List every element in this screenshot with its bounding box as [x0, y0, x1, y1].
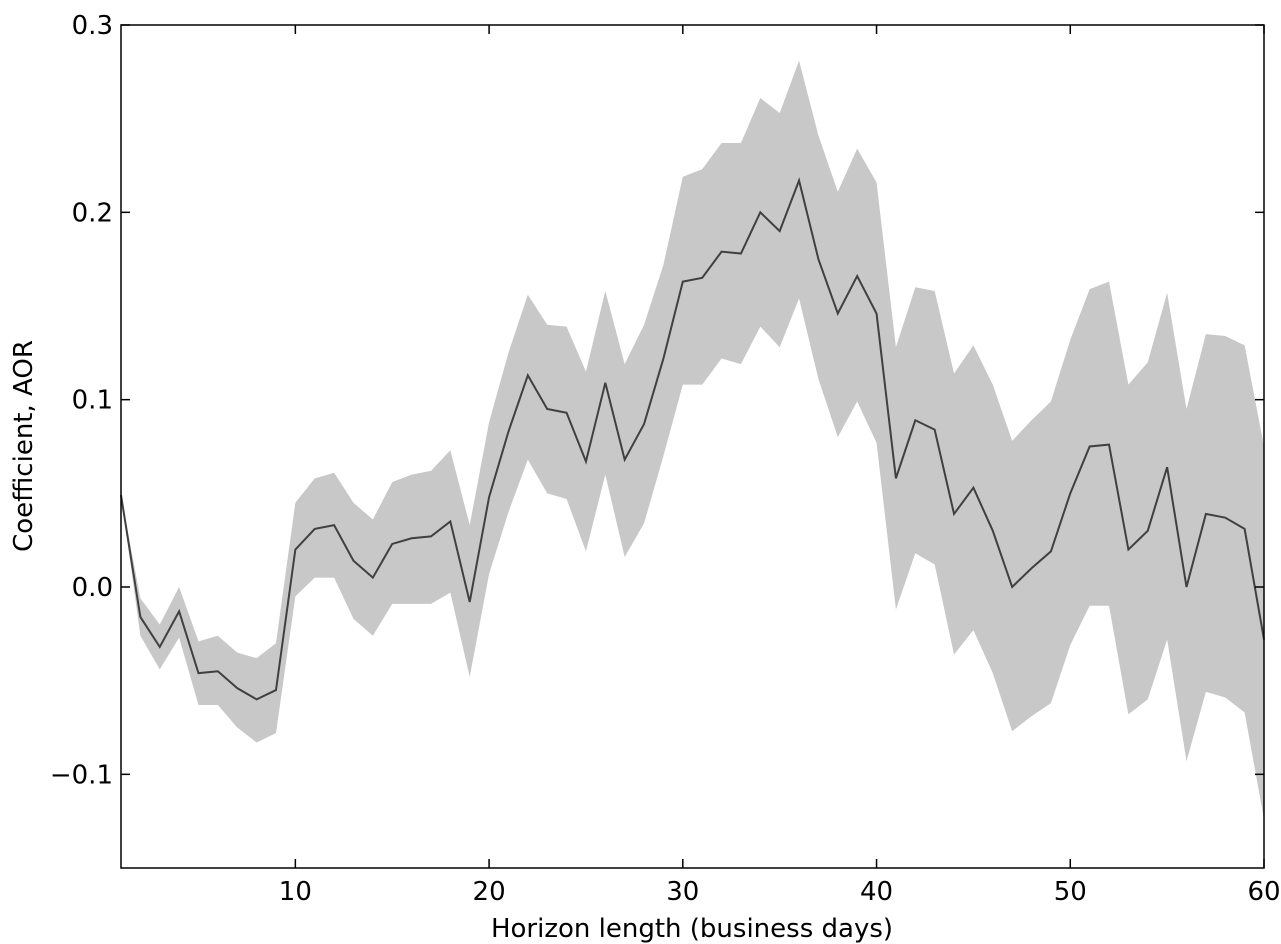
confidence-band — [121, 60, 1264, 820]
x-tick-label: 60 — [1247, 877, 1280, 907]
x-tick-label: 40 — [860, 877, 893, 907]
x-tick-label: 10 — [279, 877, 312, 907]
x-axis-label: Horizon length (business days) — [491, 914, 893, 944]
y-tick-label: 0.2 — [72, 198, 113, 228]
coefficient-line — [120, 177, 1265, 701]
y-tick-label: −0.1 — [50, 760, 113, 790]
y-axis-label: Coefficient, AOR — [9, 340, 39, 552]
y-tick-label: 0.3 — [72, 11, 113, 41]
y-tick-label: 0.0 — [72, 573, 113, 603]
plot-frame — [120, 24, 1265, 869]
x-tick-label: 50 — [1054, 877, 1087, 907]
y-tick-label: 0.1 — [72, 386, 113, 416]
x-tick-label: 30 — [666, 877, 699, 907]
x-tick-label: 20 — [473, 877, 506, 907]
